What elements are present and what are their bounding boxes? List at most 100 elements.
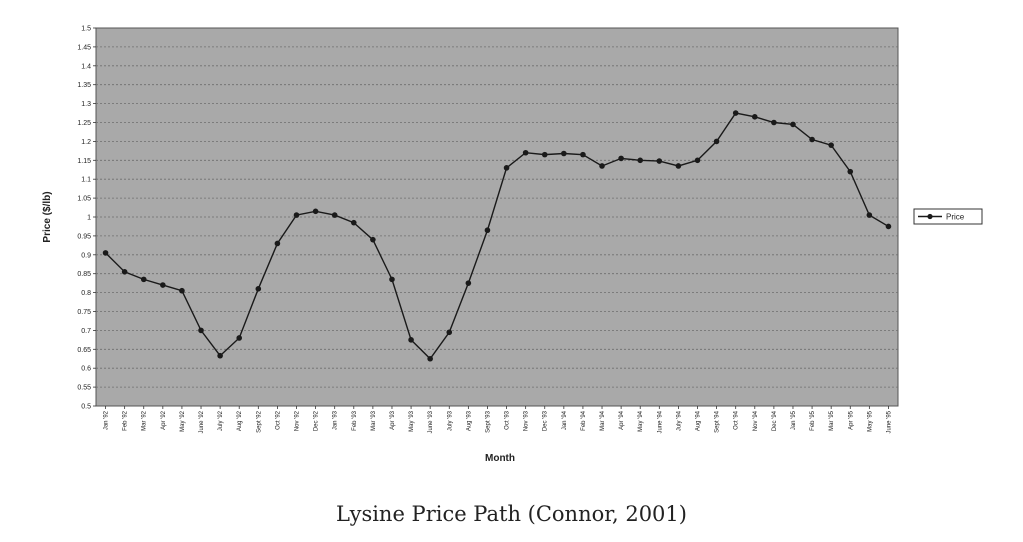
- data-point: [121, 269, 128, 275]
- y-tick-label: 0.9: [81, 252, 91, 259]
- data-point: [274, 240, 281, 247]
- x-tick-label: Sept '93: [485, 410, 491, 432]
- data-point: [293, 212, 300, 218]
- x-tick-label: Jan '95: [791, 410, 797, 430]
- x-tick-label: Apr '94: [619, 410, 625, 429]
- x-tick-label: Mar '94: [600, 410, 606, 430]
- y-tick-label: 1.35: [77, 82, 91, 89]
- data-point: [522, 149, 529, 156]
- x-tick-label: Nov '93: [524, 410, 530, 431]
- x-tick-label: June '95: [886, 410, 892, 433]
- data-point: [694, 157, 701, 164]
- y-tick-label: 1.05: [77, 196, 91, 203]
- data-point: [503, 165, 510, 171]
- x-tick-label: Sept '94: [715, 410, 721, 432]
- data-point: [656, 158, 663, 164]
- data-point: [179, 287, 185, 294]
- x-tick-label: Nov '92: [295, 410, 301, 431]
- y-tick-label: 1.15: [77, 158, 91, 165]
- y-tick-label: 1.5: [81, 26, 91, 33]
- x-tick-label: Sept '92: [256, 410, 262, 432]
- x-tick-label: Oct '92: [275, 410, 281, 429]
- x-tick-label: Dec '92: [314, 410, 320, 431]
- x-tick-label: July '93: [447, 410, 453, 431]
- x-tick-label: May '92: [180, 410, 186, 431]
- x-tick-label: Oct '93: [505, 410, 511, 429]
- y-tick-label: 1.4: [81, 63, 91, 70]
- data-point: [236, 335, 243, 341]
- y-tick-label: 0.75: [77, 309, 91, 316]
- data-point: [350, 219, 357, 226]
- data-point: [102, 250, 109, 256]
- x-tick-label: May '94: [638, 410, 644, 431]
- data-point: [331, 212, 338, 218]
- x-tick-label: Mar '93: [371, 410, 377, 430]
- data-point: [732, 110, 739, 116]
- data-point: [751, 114, 758, 120]
- x-tick-label: May '93: [409, 410, 415, 431]
- y-tick-label: 0.85: [77, 271, 91, 278]
- data-point: [713, 138, 720, 145]
- y-tick-label: 0.5: [81, 404, 91, 411]
- data-point: [847, 168, 854, 175]
- legend: Price: [913, 208, 983, 225]
- data-point: [408, 337, 414, 343]
- x-axis-title: Month: [485, 453, 515, 464]
- data-point: [389, 276, 395, 283]
- series-line-price: [105, 112, 889, 360]
- x-tick-label: Nov '94: [753, 410, 759, 431]
- x-tick-label: Aug '94: [696, 410, 702, 431]
- y-tick-label: 0.7: [81, 328, 91, 335]
- x-tick-label: June '94: [657, 410, 663, 433]
- x-tick-label: Feb '93: [352, 410, 358, 430]
- data-point: [828, 142, 834, 148]
- data-point: [675, 163, 682, 169]
- x-tick-label: Oct '94: [734, 410, 740, 429]
- data-point: [198, 327, 204, 334]
- data-point: [217, 352, 223, 359]
- x-tick-label: Dec '94: [772, 410, 778, 431]
- y-tick-label: 0.95: [77, 233, 91, 240]
- data-point: [866, 212, 873, 218]
- data-point: [465, 280, 472, 286]
- data-point: [599, 163, 605, 169]
- x-tick-label: July '92: [218, 410, 224, 431]
- data-point: [370, 236, 376, 243]
- data-point: [541, 151, 548, 158]
- x-tick-label: May '95: [867, 410, 873, 431]
- figure-caption: Lysine Price Path (Connor, 2001): [336, 502, 687, 526]
- data-point: [484, 227, 491, 234]
- y-tick-label: 0.6: [81, 366, 91, 373]
- y-axis: 0.5 0.55 0.6 0.65 0.7 0.75 0.8 0.85 0.9 0.95 1 1.05…: [77, 26, 96, 411]
- x-tick-label: Apr '92: [161, 410, 167, 429]
- data-point: [427, 355, 433, 362]
- y-tick-label: 1.2: [81, 139, 91, 146]
- x-tick-label: Jan '92: [104, 410, 110, 430]
- y-tick-label: 1.25: [77, 120, 91, 127]
- data-point: [160, 282, 166, 288]
- data-point: [790, 121, 796, 128]
- y-tick-label: 1.3: [81, 101, 91, 108]
- x-tick-label: July '94: [676, 410, 682, 431]
- x-tick-label: June '93: [428, 410, 434, 433]
- x-tick-label: Mar '92: [142, 410, 148, 430]
- y-tick-label: 0.8: [81, 290, 91, 297]
- y-axis-title: Price ($/lb): [42, 191, 53, 242]
- legend-label-price: Price: [946, 213, 965, 222]
- data-point: [561, 150, 567, 157]
- x-tick-label: Feb '94: [581, 410, 587, 430]
- data-point: [637, 157, 644, 164]
- data-point: [255, 286, 262, 292]
- x-tick-label: Aug '92: [237, 410, 243, 431]
- x-axis: Jan '92 Feb '92 Mar '92 Apr '92 May '92 June …: [104, 406, 892, 434]
- x-tick-label: Feb '92: [123, 410, 129, 430]
- data-point: [140, 276, 147, 283]
- data-point: [312, 208, 319, 215]
- y-tick-label: 0.65: [77, 347, 91, 354]
- grid: [96, 46, 898, 388]
- x-tick-label: Apr '93: [390, 410, 396, 429]
- legend-box: [913, 208, 983, 225]
- y-tick-label: 1.1: [81, 177, 91, 184]
- series-points: [102, 110, 892, 362]
